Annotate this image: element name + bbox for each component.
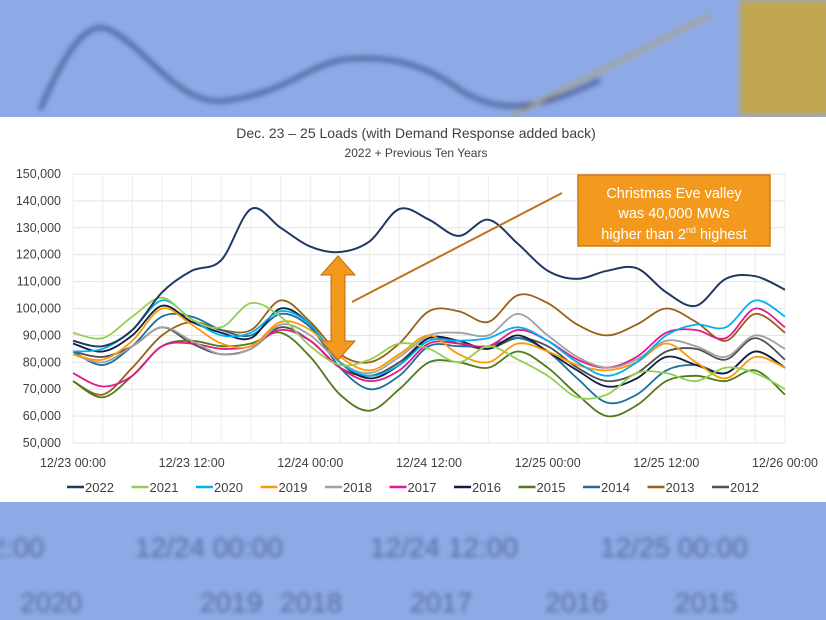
blurred-annotation-box bbox=[740, 0, 826, 115]
legend-label: 2018 bbox=[343, 480, 372, 495]
svg-text:2017: 2017 bbox=[410, 587, 472, 618]
legend-item-2015: 2015 bbox=[518, 480, 566, 495]
blurred-background-bottom: 2:00 12/24 00:00 12/24 12:00 12/25 00:00 20… bbox=[0, 502, 826, 620]
svg-text:12/25 00:00: 12/25 00:00 bbox=[600, 532, 748, 563]
legend-item-2014: 2014 bbox=[583, 480, 630, 495]
y-tick-label: 150,000 bbox=[16, 167, 61, 181]
x-tick-label: 12/25 12:00 bbox=[633, 456, 699, 470]
y-tick-label: 90,000 bbox=[23, 328, 61, 342]
legend-label: 2022 bbox=[85, 480, 114, 495]
x-axis: 12/23 00:00 12/23 12:00 12/24 00:00 12/24 1… bbox=[40, 456, 818, 470]
legend-label: 2013 bbox=[666, 480, 695, 495]
legend-label: 2021 bbox=[150, 480, 179, 495]
y-tick-label: 130,000 bbox=[16, 221, 61, 235]
load-line-chart: Dec. 23 – 25 Loads (with Demand Response… bbox=[16, 125, 818, 495]
series-line-2014 bbox=[72, 312, 786, 405]
series-line-2021 bbox=[72, 296, 786, 400]
x-tick-label: 12/26 00:00 bbox=[752, 456, 818, 470]
svg-text:2015: 2015 bbox=[675, 587, 737, 618]
legend-item-2017: 2017 bbox=[389, 480, 437, 495]
series-line-2017 bbox=[72, 307, 786, 388]
x-tick-label: 12/23 12:00 bbox=[159, 456, 225, 470]
legend-label: 2012 bbox=[730, 480, 759, 495]
annotation-box bbox=[577, 174, 771, 247]
y-tick-label: 110,000 bbox=[17, 275, 61, 289]
legend-label: 2016 bbox=[472, 480, 501, 495]
y-tick-label: 50,000 bbox=[23, 436, 61, 450]
blurred-axis-legend: 2:00 12/24 00:00 12/24 12:00 12/25 00:00 20… bbox=[0, 532, 748, 618]
svg-text:2020: 2020 bbox=[20, 587, 82, 618]
y-axis: 50,000 60,000 70,000 80,000 90,000 100,000 110… bbox=[16, 167, 61, 450]
annotation: Christmas Eve valley was 40,000 MWs high… bbox=[319, 174, 771, 361]
annotation-pointer-line bbox=[351, 192, 563, 303]
annotation-line-2: was 40,000 MWs bbox=[617, 206, 729, 222]
svg-text:2018: 2018 bbox=[280, 587, 342, 618]
legend-item-2022: 2022 bbox=[67, 480, 114, 495]
chart-subtitle: 2022 + Previous Ten Years bbox=[345, 146, 488, 160]
annotation-line-3: higher than 2nd highest bbox=[601, 225, 746, 243]
y-tick-label: 80,000 bbox=[23, 355, 61, 369]
x-tick-label: 12/23 00:00 bbox=[40, 456, 106, 470]
x-tick-label: 12/24 12:00 bbox=[396, 456, 462, 470]
chart-title: Dec. 23 – 25 Loads (with Demand Response… bbox=[236, 125, 596, 141]
double-arrow-icon bbox=[319, 255, 357, 361]
svg-text:2:00: 2:00 bbox=[0, 532, 45, 563]
legend-item-2020: 2020 bbox=[196, 480, 243, 495]
blurred-background-top bbox=[0, 0, 826, 117]
legend-item-2019: 2019 bbox=[260, 480, 308, 495]
legend-label: 2014 bbox=[601, 480, 630, 495]
legend-item-2016: 2016 bbox=[454, 480, 501, 495]
legend-item-2013: 2013 bbox=[647, 480, 695, 495]
annotation-line-1: Christmas Eve valley bbox=[606, 186, 742, 202]
series-line-2016 bbox=[72, 304, 786, 388]
series-lines bbox=[72, 207, 786, 418]
y-tick-label: 100,000 bbox=[16, 302, 61, 316]
x-tick-label: 12/25 00:00 bbox=[515, 456, 581, 470]
y-tick-label: 70,000 bbox=[23, 382, 61, 396]
legend-item-2021: 2021 bbox=[131, 480, 179, 495]
y-tick-label: 140,000 bbox=[16, 194, 61, 208]
svg-text:2019: 2019 bbox=[200, 587, 262, 618]
svg-text:12/24 00:00: 12/24 00:00 bbox=[135, 532, 283, 563]
blurred-chart-lines bbox=[38, 13, 711, 117]
legend: 2022 2021 2020 2019 2018 2017 2016 2015 2014 2013… bbox=[67, 480, 759, 495]
series-line-2019 bbox=[72, 307, 786, 380]
svg-text:2016: 2016 bbox=[545, 587, 607, 618]
series-line-2022 bbox=[72, 207, 786, 348]
y-tick-label: 120,000 bbox=[16, 248, 61, 262]
chart-card: Dec. 23 – 25 Loads (with Demand Response… bbox=[0, 117, 826, 502]
y-tick-label: 60,000 bbox=[23, 409, 61, 423]
legend-label: 2020 bbox=[214, 480, 243, 495]
legend-item-2012: 2012 bbox=[712, 480, 759, 495]
legend-label: 2019 bbox=[279, 480, 308, 495]
legend-label: 2015 bbox=[537, 480, 566, 495]
legend-label: 2017 bbox=[408, 480, 437, 495]
svg-text:12/24 12:00: 12/24 12:00 bbox=[370, 532, 518, 563]
x-tick-label: 12/24 00:00 bbox=[277, 456, 343, 470]
legend-item-2018: 2018 bbox=[325, 480, 372, 495]
